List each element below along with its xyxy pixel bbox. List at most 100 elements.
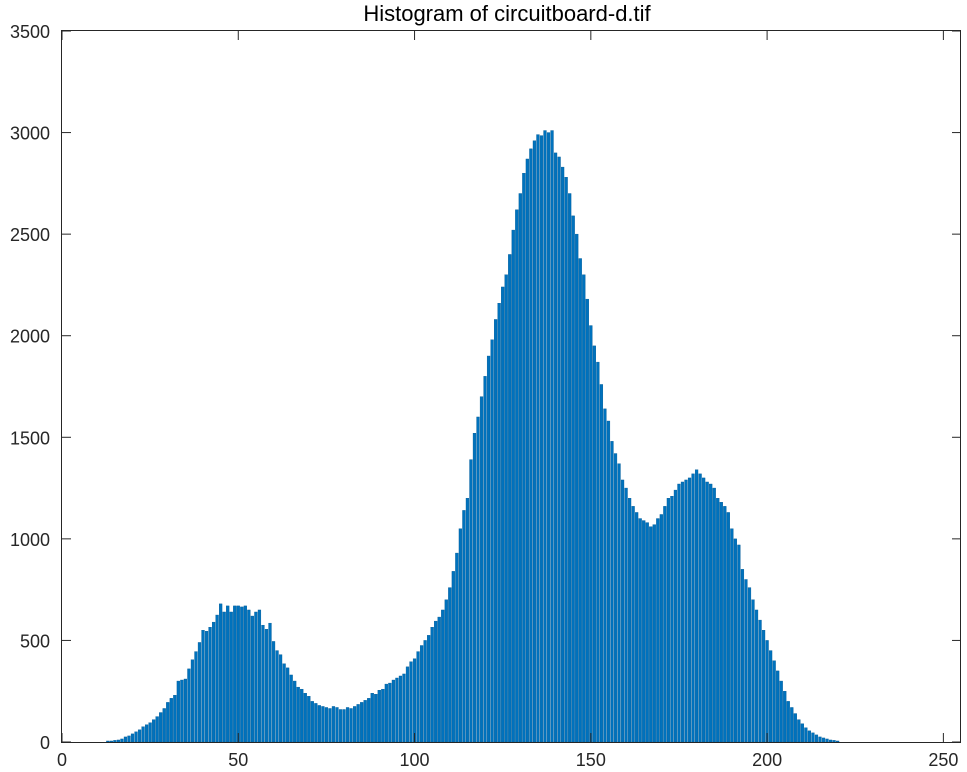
histogram-bar (370, 693, 374, 743)
histogram-bar (740, 569, 745, 743)
histogram-bar (120, 738, 124, 743)
histogram-bar (779, 680, 783, 743)
histogram-bar (211, 621, 216, 743)
histogram-bar (374, 694, 378, 743)
histogram-bar (144, 724, 149, 743)
histogram-bar (134, 731, 138, 743)
histogram-bar (606, 420, 611, 743)
histogram-bar (293, 680, 297, 743)
x-tick-label: 250 (928, 750, 958, 770)
histogram-bar (162, 708, 166, 743)
histogram-bar (539, 135, 544, 743)
histogram-bar (836, 740, 840, 743)
histogram-bar (557, 156, 561, 743)
histogram-bar (776, 670, 780, 743)
histogram-bar (553, 152, 558, 743)
histogram-bar (423, 640, 427, 743)
histogram-bar (638, 518, 642, 743)
bars-layer (106, 130, 840, 743)
histogram-bar (190, 659, 195, 743)
histogram-bar (610, 441, 614, 743)
histogram-bar (769, 650, 773, 743)
histogram-bar (116, 739, 121, 743)
histogram-bar (723, 506, 727, 743)
histogram-bar (419, 645, 424, 743)
histogram-bar (620, 479, 625, 743)
histogram-bar (310, 701, 314, 743)
histogram-bar (208, 627, 212, 743)
histogram-bar (335, 707, 339, 743)
histogram-bar (412, 658, 417, 743)
histogram-bar (698, 473, 702, 743)
histogram-bar (169, 698, 173, 743)
histogram-bar (465, 498, 470, 743)
histogram-bar (818, 736, 822, 743)
histogram-bar (402, 673, 406, 743)
histogram-bar (807, 730, 812, 743)
histogram-bar (694, 469, 699, 743)
histogram-bar (240, 606, 244, 743)
histogram-bar (666, 498, 670, 743)
histogram-bar (652, 524, 656, 743)
histogram-bar (300, 688, 304, 743)
y-tick-label: 3500 (10, 22, 50, 42)
histogram-bar (744, 579, 748, 743)
histogram-bar (747, 587, 752, 743)
histogram-bar (395, 677, 399, 743)
histogram-bar (257, 609, 262, 743)
histogram-bar (508, 254, 512, 743)
histogram-bar (804, 727, 808, 743)
histogram-bar (159, 712, 163, 743)
histogram-bar (137, 729, 142, 743)
histogram-bar (765, 640, 769, 743)
histogram-bar (772, 660, 776, 743)
histogram-bar (659, 514, 663, 743)
histogram-bar (680, 481, 685, 743)
histogram-bar (490, 339, 494, 743)
histogram-bar (275, 650, 279, 743)
histogram-bar (201, 630, 205, 743)
histogram-bar (754, 609, 759, 743)
histogram-bar (501, 286, 505, 743)
y-tick-label: 3000 (10, 124, 50, 144)
histogram-bar (568, 193, 572, 743)
histogram-bar (642, 520, 646, 743)
histogram-bar (314, 703, 318, 743)
histogram-bar (596, 361, 600, 743)
y-tick-label: 0 (40, 733, 50, 753)
histogram-bar (504, 274, 508, 743)
histogram-bar (405, 666, 410, 743)
histogram-bar (204, 631, 209, 743)
histogram-bar (546, 132, 551, 743)
histogram-bar (786, 701, 790, 743)
chart-title: Histogram of circuitboard-d.tif (363, 1, 651, 26)
histogram-bar (825, 738, 829, 743)
histogram-bar (194, 651, 198, 743)
histogram-bar (328, 708, 332, 743)
histogram-bar (592, 345, 596, 743)
histogram-bar (152, 719, 156, 743)
histogram-bar (233, 605, 237, 743)
histogram-bar (476, 416, 480, 743)
histogram-bar (483, 376, 487, 743)
histogram-bar (226, 605, 230, 743)
histogram-bar (719, 502, 723, 743)
y-tick-label: 1500 (10, 428, 50, 448)
histogram-bar (800, 723, 804, 743)
histogram-bar (219, 603, 223, 743)
histogram-bar (821, 737, 826, 743)
histogram-bar (247, 609, 251, 743)
histogram-bar (589, 325, 593, 743)
histogram-bar (564, 177, 568, 743)
histogram-bar (321, 706, 325, 743)
histogram-bar (486, 355, 491, 743)
histogram-bar (148, 722, 152, 743)
x-tick-label: 100 (400, 750, 430, 770)
histogram-bar (381, 688, 385, 743)
histogram-bar (173, 695, 177, 743)
histogram-bar (155, 716, 159, 743)
histogram-bar (187, 668, 191, 743)
histogram-bar (455, 552, 459, 743)
histogram-bar (832, 740, 836, 743)
